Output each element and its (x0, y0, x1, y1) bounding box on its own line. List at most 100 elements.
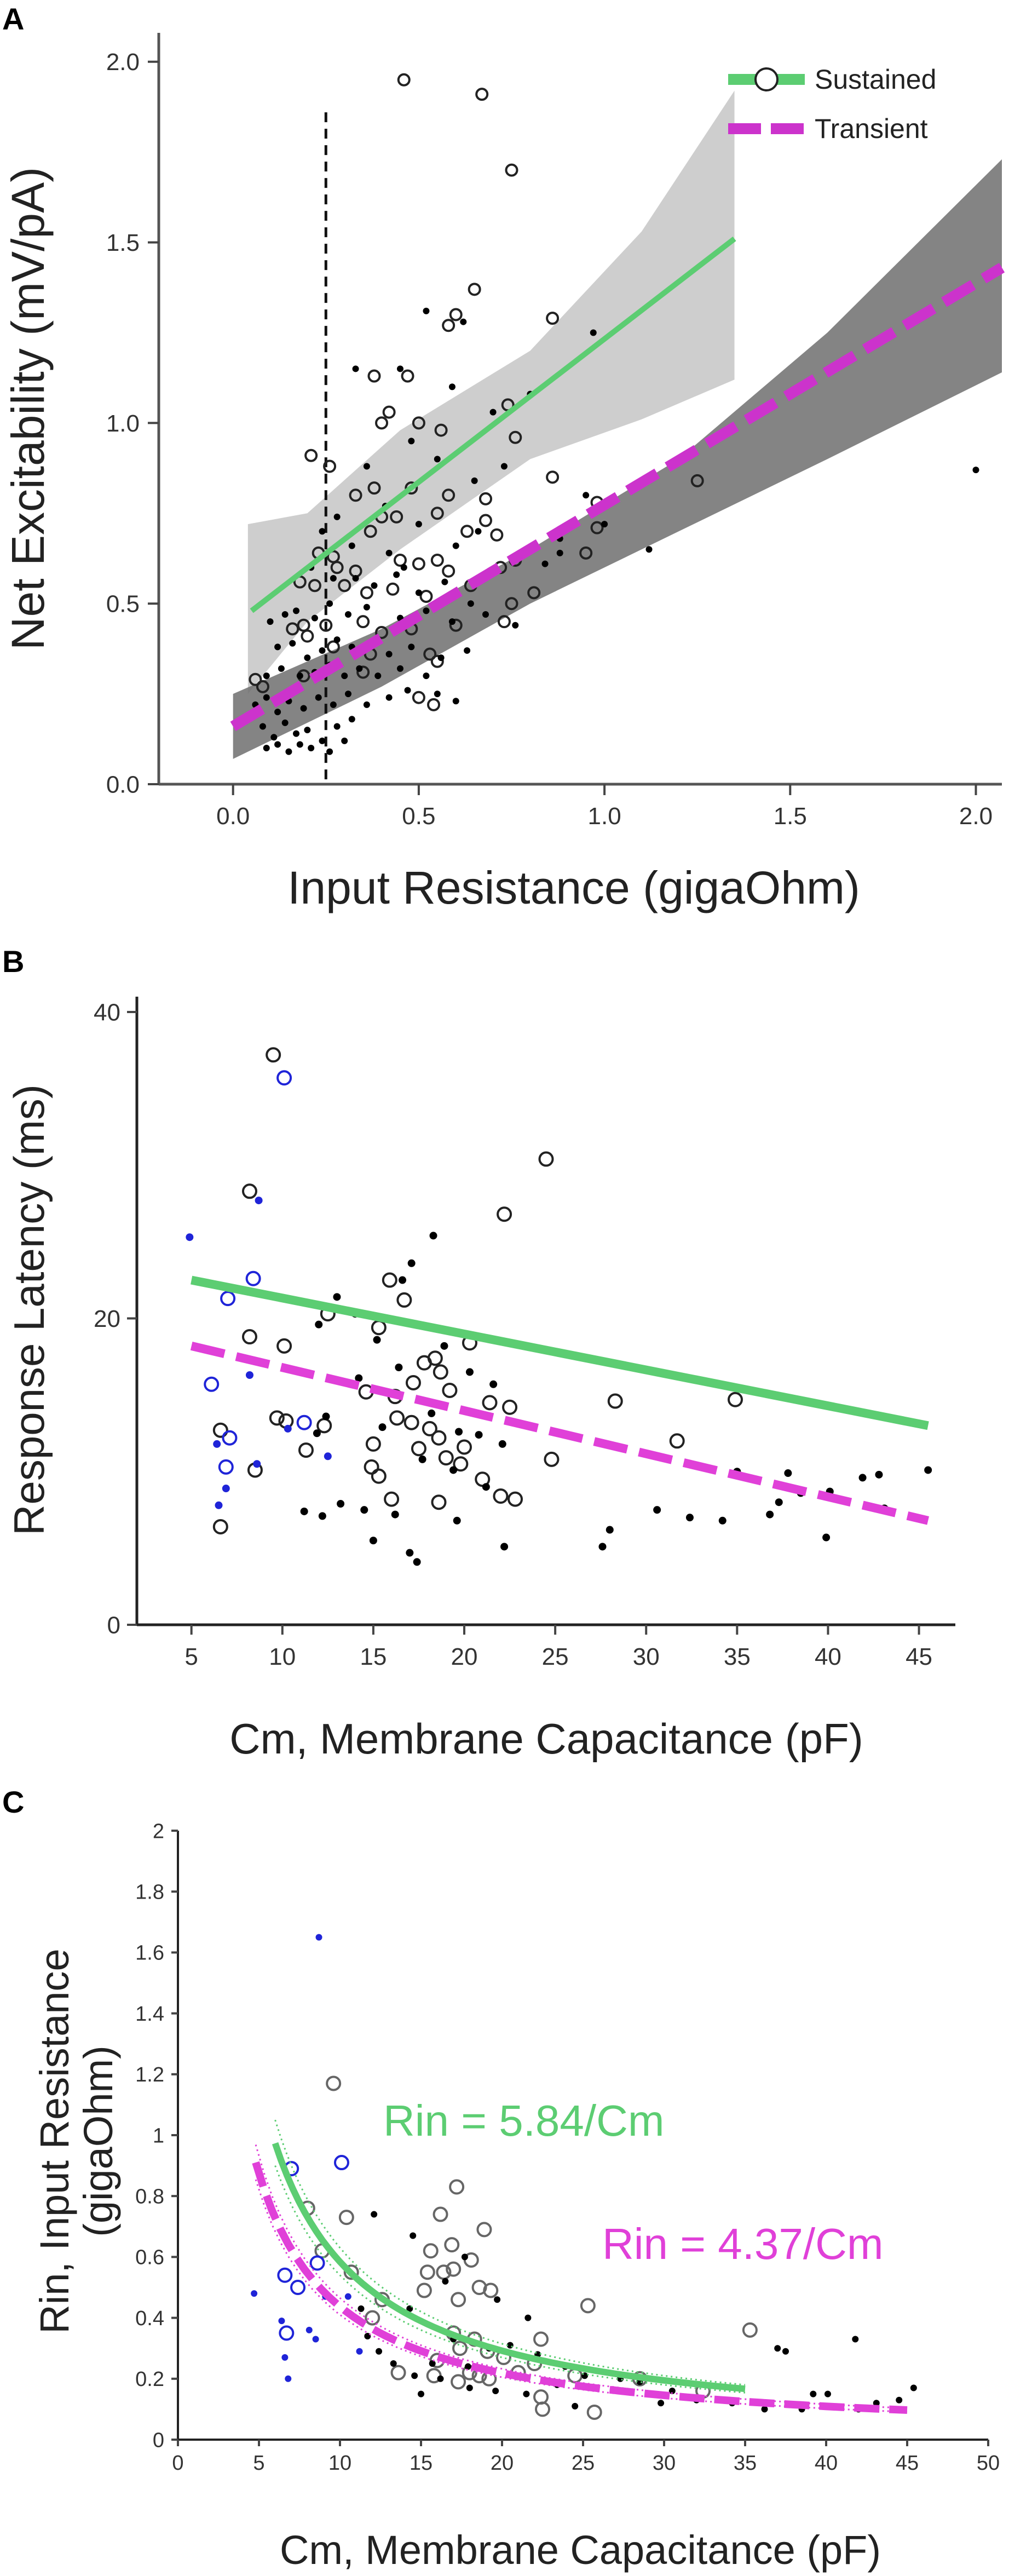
filled-data-point (782, 2348, 789, 2355)
filled-data-point (423, 607, 430, 614)
filled-data-point (293, 607, 300, 614)
open-data-point (449, 308, 463, 321)
filled-data-point (448, 618, 456, 625)
panel-a-ticks: 0.0 0.5 1.0 1.5 2.0 0.0 0.5 1.0 1.5 2.0 (106, 49, 993, 830)
filled-data-point (281, 2354, 289, 2361)
open-data-point (338, 579, 351, 593)
open-data-point (590, 521, 604, 534)
open-data-point (433, 2206, 448, 2222)
filled-data-point (348, 716, 355, 723)
panel-a-y-axis-title: Net Excitability (mV/pA) (2, 167, 54, 650)
open-data-point (427, 698, 441, 711)
filled-data-point (415, 521, 422, 528)
filled-data-point (415, 589, 422, 596)
open-data-point (580, 2298, 596, 2314)
open-data-point (430, 554, 444, 567)
sustained-fit-line (250, 237, 736, 613)
filled-data-point (312, 2336, 319, 2343)
x-tick-label: 1.5 (774, 803, 807, 830)
filled-data-point (363, 603, 370, 611)
filled-data-point (434, 456, 441, 463)
filled-data-point (461, 2253, 468, 2261)
filled-data-point (373, 1336, 381, 1344)
open-data-point (364, 525, 377, 538)
filled-data-point (385, 549, 393, 556)
open-data-point (349, 488, 362, 502)
filled-data-point (466, 2384, 473, 2391)
filled-data-point (471, 477, 478, 484)
open-data-point (330, 561, 344, 574)
transient-fit-curve (252, 2161, 908, 2414)
transient-fit-line (230, 263, 1005, 732)
legend-sustained-marker (754, 67, 779, 91)
x-tick-label: 25 (542, 1643, 569, 1670)
filled-data-point (213, 1440, 221, 1448)
filled-data-point (393, 571, 400, 578)
filled-data-point (428, 1409, 436, 1417)
filled-data-point (319, 737, 326, 744)
y-tick-label: 1.4 (135, 2003, 164, 2026)
open-data-point (412, 416, 425, 430)
filled-data-point (452, 542, 459, 549)
filled-data-point (251, 2290, 258, 2297)
x-tick-label: 2.0 (959, 803, 993, 830)
filled-data-point (281, 719, 289, 726)
open-data-point (505, 163, 518, 177)
open-data-point (508, 1491, 523, 1507)
panel-b-ticks: 5 10 15 20 25 30 35 40 45 0 20 40 (94, 999, 932, 1670)
filled-data-point (775, 1498, 783, 1507)
open-data-point (544, 1451, 560, 1467)
open-data-point (405, 1375, 421, 1390)
filled-data-point (442, 2278, 449, 2285)
filled-data-point (281, 611, 289, 618)
filled-data-point (326, 748, 333, 755)
y-tick-label: 0.2 (135, 2368, 164, 2391)
y-tick-label: 0 (107, 1612, 120, 1638)
y-tick-label: 0.5 (106, 591, 140, 618)
y-tick-label: 1.0 (106, 410, 140, 437)
open-data-point (416, 2282, 432, 2298)
open-data-point (442, 488, 456, 502)
open-data-point (290, 2280, 306, 2295)
open-data-point (276, 1070, 292, 1086)
open-data-point (286, 622, 299, 636)
open-data-point (430, 654, 444, 668)
filled-data-point (658, 2400, 665, 2407)
filled-data-point (824, 2390, 831, 2397)
sustained-fit-equation: Rin = 5.84/Cm (383, 2096, 665, 2145)
filled-data-point (263, 694, 270, 701)
x-tick-label: 1.0 (588, 803, 621, 830)
filled-data-point (356, 2348, 363, 2355)
filled-data-point (333, 723, 341, 730)
transient-fit-equation: Rin = 4.37/Cm (602, 2220, 884, 2268)
filled-data-point (378, 1423, 387, 1431)
open-data-point (367, 481, 381, 495)
filled-data-point (315, 694, 322, 701)
open-data-point (365, 2310, 380, 2326)
x-tick-label: 40 (815, 1643, 841, 1670)
filled-data-point (429, 1232, 437, 1240)
filled-data-point (972, 467, 979, 474)
filled-data-point (668, 2388, 676, 2395)
open-data-point (298, 1442, 314, 1458)
open-data-point (241, 1183, 257, 1199)
open-data-point (371, 1468, 387, 1484)
open-data-point (382, 1272, 397, 1288)
open-data-point (301, 629, 314, 643)
filled-data-point (263, 745, 270, 752)
filled-data-point (253, 1460, 261, 1468)
filled-data-point (259, 723, 266, 730)
filled-data-point (308, 745, 315, 752)
open-data-point (279, 2325, 295, 2341)
filled-data-point (278, 665, 285, 672)
open-data-point (535, 2401, 550, 2417)
open-data-point (204, 1376, 220, 1392)
filled-data-point (284, 1424, 292, 1433)
open-data-point (309, 2255, 325, 2271)
filled-data-point (395, 1364, 403, 1372)
open-data-point (434, 423, 448, 437)
filled-data-point (453, 1516, 461, 1525)
y-tick-label: 1.5 (106, 229, 140, 256)
x-tick-label: 0 (172, 2452, 183, 2475)
open-data-point (449, 618, 463, 632)
